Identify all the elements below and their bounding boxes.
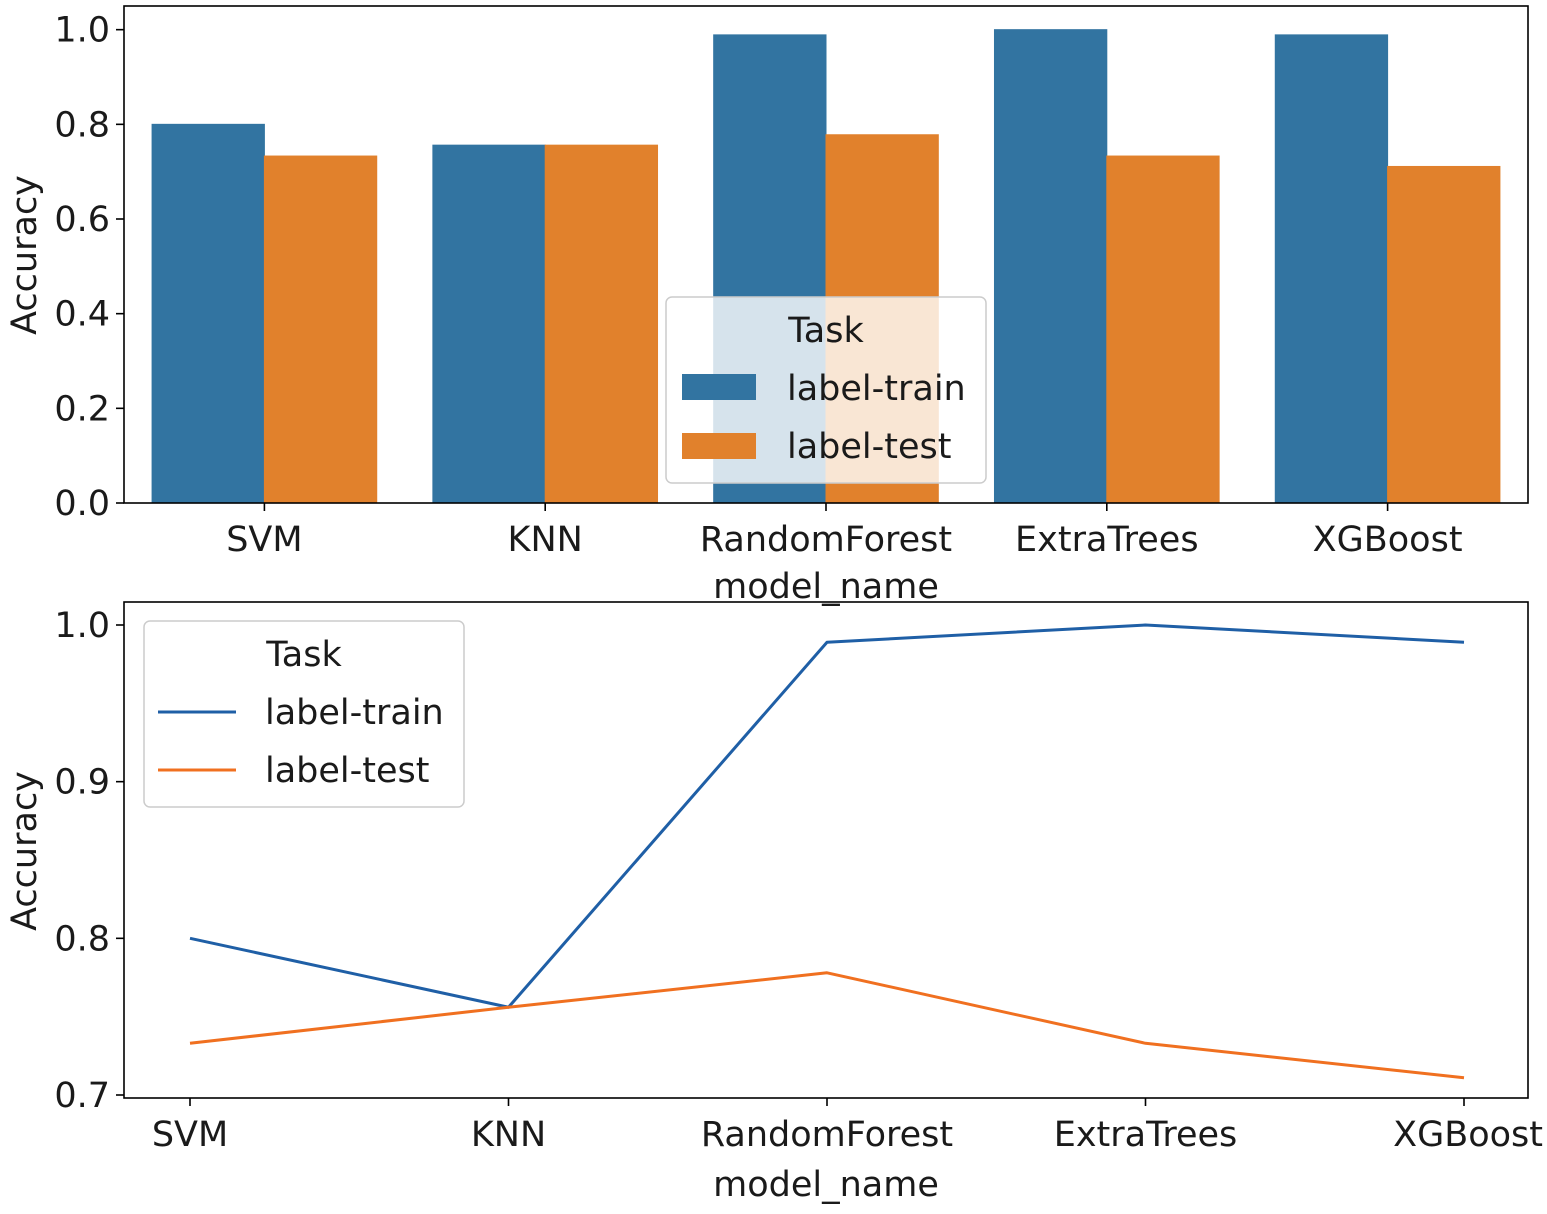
bar-y-tick-label: 0.6 xyxy=(54,200,110,240)
line-series-label-test xyxy=(189,971,1465,1080)
line-x-tick-label: KNN xyxy=(471,1115,546,1155)
bar-y-axis: 0.0 0.2 0.4 0.6 0.8 1.0 xyxy=(54,11,124,524)
bar-legend: Task label-train label-test xyxy=(665,296,987,484)
line-x-axis: SVM KNN RandomForest ExtraTrees XGBoost xyxy=(152,1098,1543,1155)
line-series-label-train xyxy=(189,623,1465,1009)
bar-label-test-extratrees xyxy=(1106,155,1220,504)
bar-label-test-knn xyxy=(544,144,659,504)
bar-label-train-knn xyxy=(432,144,546,504)
bar-x-tick-label: SVM xyxy=(226,520,302,560)
bar-legend-label-test: label-test xyxy=(787,427,952,467)
bar-label-train-svm xyxy=(151,123,265,504)
line-legend-box xyxy=(143,620,465,808)
line-y-tick-label: 0.9 xyxy=(54,763,110,803)
bar-y-axis-label: Accuracy xyxy=(5,175,45,335)
bar-legend-title: Task xyxy=(787,311,864,351)
bar-x-axis-label: model_name xyxy=(713,567,939,607)
line-y-axis: 0.7 0.8 0.9 1.0 xyxy=(54,606,124,1116)
bar-x-tick-label: RandomForest xyxy=(700,520,952,560)
bar-legend-label-train: label-train xyxy=(787,369,966,409)
bar-legend-swatch-test xyxy=(682,433,756,459)
line-chart: 0.7 0.8 0.9 1.0 SVM KNN RandomForest ExtraTree… xyxy=(5,601,1543,1205)
line-plot-frame xyxy=(123,601,1529,1099)
bar-label-test-xgboost xyxy=(1387,165,1501,504)
bar-label-train-xgboost xyxy=(1274,34,1389,504)
line-legend-label-test: label-test xyxy=(265,751,430,791)
line-x-tick-label: ExtraTrees xyxy=(1054,1115,1238,1155)
bar-chart: 0.0 0.2 0.4 0.6 0.8 1.0 SVM KNN RandomForest Ext… xyxy=(5,5,1529,607)
bar-legend-swatch-train xyxy=(682,374,756,400)
bar-label-test-svm xyxy=(263,155,378,504)
line-x-tick-label: XGBoost xyxy=(1393,1115,1543,1155)
line-legend-label-train: label-train xyxy=(265,693,444,733)
line-legend-title: Task xyxy=(265,635,342,675)
line-x-axis-label: model_name xyxy=(713,1165,939,1205)
line-series-group xyxy=(189,623,1465,1080)
line-y-tick-label: 1.0 xyxy=(54,606,110,646)
bar-x-tick-label: XGBoost xyxy=(1313,520,1463,560)
bar-y-tick-label: 1.0 xyxy=(54,11,110,51)
line-y-axis-label: Accuracy xyxy=(5,771,45,931)
line-x-tick-label: RandomForest xyxy=(701,1115,953,1155)
bar-x-axis: SVM KNN RandomForest ExtraTrees XGBoost xyxy=(226,503,1463,560)
bar-x-tick-label: ExtraTrees xyxy=(1015,520,1199,560)
bar-series-group xyxy=(151,29,1501,504)
line-x-tick-label: SVM xyxy=(152,1115,228,1155)
bar-label-train-extratrees xyxy=(993,29,1108,504)
line-y-tick-label: 0.7 xyxy=(54,1076,110,1116)
bar-x-tick-label: KNN xyxy=(508,520,583,560)
bar-y-tick-label: 0.4 xyxy=(54,295,110,335)
bar-y-tick-label: 0.2 xyxy=(54,389,110,429)
line-legend: Task label-train label-test xyxy=(143,620,465,808)
line-y-tick-label: 0.8 xyxy=(54,919,110,959)
bar-y-tick-label: 0.0 xyxy=(54,484,110,524)
bar-y-tick-label: 0.8 xyxy=(54,105,110,145)
